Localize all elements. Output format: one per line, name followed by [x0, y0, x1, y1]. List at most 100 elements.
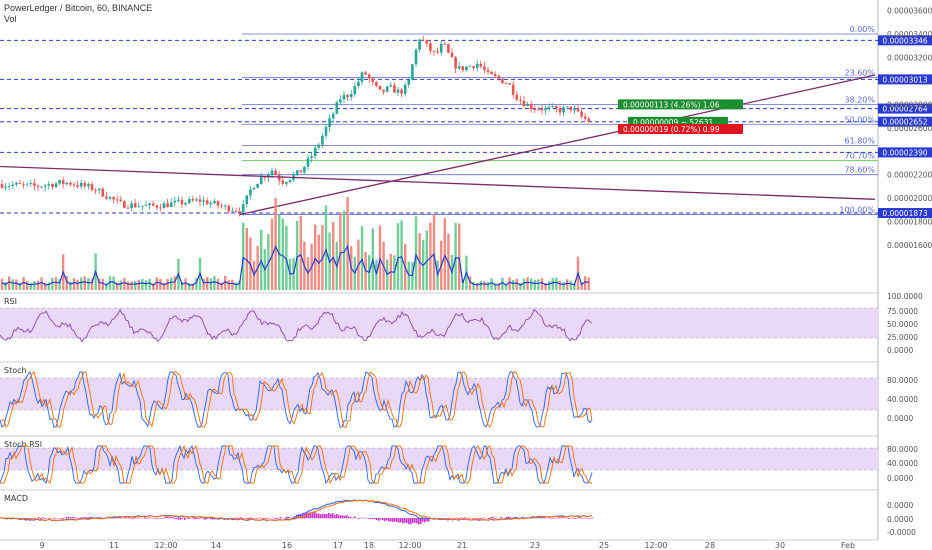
- macd-histogram-bar: [478, 518, 480, 520]
- volume-bar: [202, 279, 205, 290]
- volume-bar: [515, 278, 518, 290]
- candle-body: [119, 199, 123, 202]
- macd-histogram-bar: [340, 515, 342, 519]
- volume-bar: [44, 283, 47, 290]
- macd-histogram-bar: [378, 518, 380, 521]
- candle-body: [382, 89, 385, 92]
- pane-axis-tick: 75.0000: [887, 307, 918, 316]
- trend-line: [0, 165, 876, 200]
- candle-body: [288, 179, 292, 183]
- candle-body: [411, 64, 414, 80]
- indicator-pane: Stoch RSI: [0, 440, 878, 485]
- volume-bar: [375, 259, 378, 290]
- volume-bar: [227, 280, 230, 290]
- macd-histogram-bar: [592, 517, 594, 519]
- volume-bar: [224, 276, 227, 290]
- macd-histogram-bar: [462, 518, 464, 519]
- price-axis-tick: 0.00003200: [887, 53, 932, 62]
- volume-bar: [501, 277, 504, 290]
- candle-body: [447, 44, 450, 53]
- price-tag-box: [878, 103, 932, 114]
- candle-body: [529, 104, 533, 110]
- volume-bar: [497, 282, 500, 290]
- price-tag-box: [878, 147, 932, 158]
- macd-histogram-bar: [286, 516, 288, 519]
- macd-histogram-bar: [406, 518, 408, 523]
- macd-histogram-bar: [192, 517, 194, 519]
- macd-histogram-bar: [372, 518, 374, 520]
- volume-bar: [80, 277, 83, 290]
- volume-bar: [116, 282, 119, 290]
- macd-histogram-bar: [418, 518, 420, 525]
- volume-bar: [126, 281, 130, 290]
- candle-body: [501, 78, 504, 84]
- volume-bar: [220, 282, 223, 290]
- volume-bar: [537, 279, 540, 290]
- macd-histogram-bar: [300, 514, 302, 519]
- macd-histogram-bar: [582, 518, 584, 519]
- candle-body: [439, 43, 443, 53]
- macd-histogram-bar: [446, 518, 448, 519]
- macd-histogram-bar: [198, 518, 200, 519]
- pane-axis-tick: 50.0000: [887, 320, 918, 329]
- volume-bar: [90, 278, 94, 290]
- candle-body: [7, 185, 11, 187]
- candle-body: [72, 184, 76, 186]
- macd-histogram-bar: [240, 517, 242, 519]
- macd-histogram-bar: [330, 513, 332, 519]
- candle-body: [511, 84, 515, 95]
- macd-histogram-bar: [354, 516, 356, 519]
- pane-axis-tick: 100.0000: [887, 292, 923, 301]
- candle-body: [87, 184, 90, 187]
- volume-bar: [476, 282, 479, 290]
- candle-body: [497, 75, 501, 79]
- candle-body: [342, 95, 346, 100]
- candle-body: [443, 43, 447, 45]
- macd-histogram-bar: [352, 517, 354, 519]
- volume-bar: [483, 281, 486, 290]
- candle-body: [249, 189, 252, 196]
- candle-body: [346, 95, 349, 98]
- candle-body: [475, 63, 479, 69]
- volume-bar: [486, 282, 490, 290]
- macd-histogram-bar: [402, 518, 404, 524]
- candle-body: [353, 86, 357, 94]
- price-axis-tick: 0.00002800: [887, 100, 932, 109]
- indicator-line: [0, 444, 593, 485]
- candle-body: [396, 89, 400, 93]
- candle-body: [205, 200, 209, 205]
- macd-histogram-bar: [590, 518, 592, 519]
- macd-histogram-bar: [556, 517, 558, 519]
- volume-bar: [285, 225, 288, 290]
- measure-badge-text: 0.00000019 (0.72%) 0.99: [623, 125, 720, 134]
- macd-histogram-bar: [336, 513, 338, 519]
- time-axis-tick: 9: [39, 541, 44, 550]
- volume-bar: [548, 281, 551, 290]
- candle-body: [389, 85, 393, 87]
- candle-body: [425, 40, 429, 44]
- candle-body: [231, 210, 234, 212]
- volume-bar: [296, 221, 299, 290]
- macd-histogram-bar: [466, 517, 468, 519]
- macd-histogram-bar: [278, 517, 280, 519]
- price-tag-label: 0.00003346: [882, 36, 928, 45]
- volume-bar: [432, 214, 436, 290]
- volume-bar: [98, 278, 101, 290]
- macd-histogram-bar: [288, 516, 290, 519]
- candle-body: [339, 99, 342, 103]
- macd-histogram-bar: [416, 518, 418, 524]
- candle-body: [317, 144, 321, 148]
- volume-bar: [18, 283, 22, 290]
- time-axis-tick: 28: [705, 541, 715, 550]
- measure-badges: 0.00000113 (4.26%) 1.06 0.00000009 ~ 5263…: [618, 99, 743, 134]
- volume-bar: [562, 282, 565, 290]
- candle-body: [0, 184, 4, 188]
- volume-bar: [22, 277, 25, 290]
- volume-bar: [15, 279, 18, 290]
- candle-body: [184, 202, 187, 205]
- price-tag-label: 0.00002652: [882, 118, 928, 127]
- candle-body: [457, 66, 461, 69]
- macd-histogram-bar: [176, 518, 178, 520]
- volume-bar: [26, 281, 29, 290]
